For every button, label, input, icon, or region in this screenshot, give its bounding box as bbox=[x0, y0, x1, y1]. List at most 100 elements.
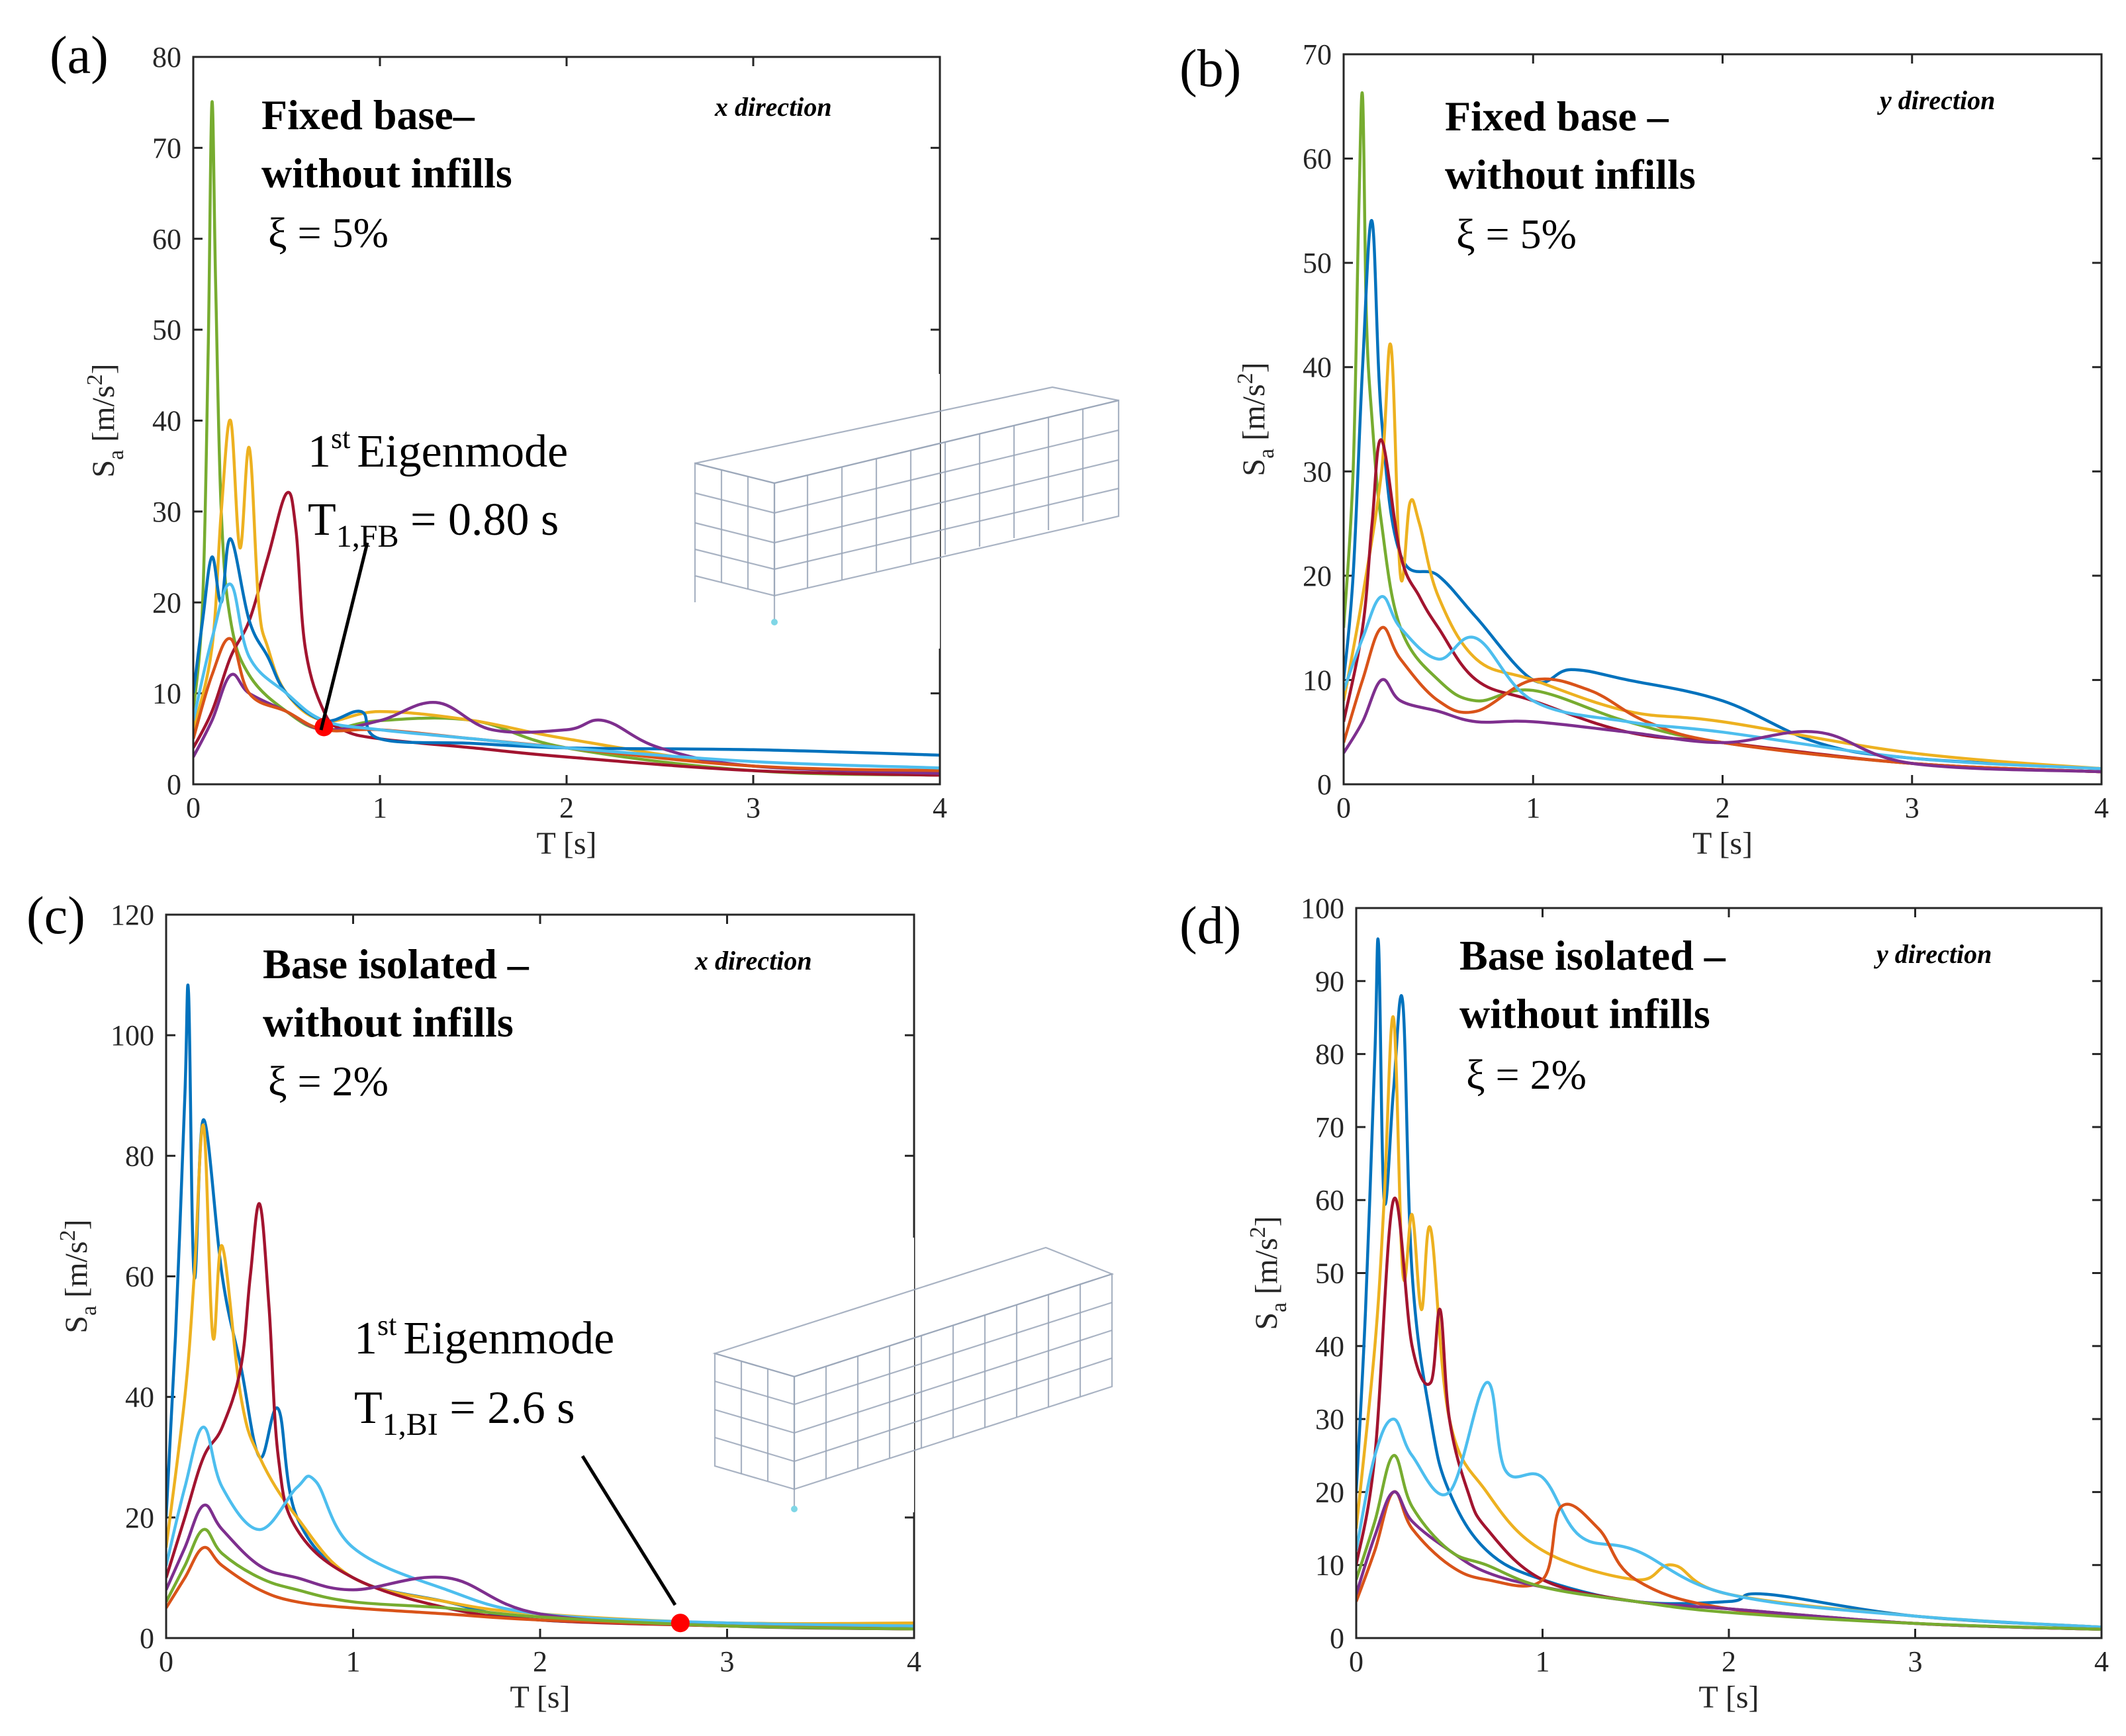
x-tick-label: 3 bbox=[1905, 792, 1919, 824]
annotation-title-line1: Base isolated – bbox=[1459, 932, 1726, 979]
panel-label: (b) bbox=[1179, 40, 1241, 98]
eigen-marker-group bbox=[670, 1614, 690, 1633]
y-axis-label: Sa [m/s2] bbox=[1246, 1216, 1291, 1330]
damping-label: ξ = 2% bbox=[1466, 1051, 1587, 1098]
series-line-3 bbox=[1344, 342, 2102, 770]
y-tick-label: 90 bbox=[1315, 965, 1344, 997]
y-tick-label: 40 bbox=[125, 1381, 154, 1414]
series-line-4 bbox=[166, 1425, 914, 1628]
series-line-4 bbox=[1356, 1381, 2102, 1629]
panel-label: (a) bbox=[50, 26, 109, 85]
y-tick-label: 30 bbox=[152, 496, 181, 528]
series-line-1 bbox=[1356, 937, 2102, 1629]
eigenmode-label-line2: T1,FB = 0.80 s bbox=[308, 494, 559, 554]
x-axis-label: T [s] bbox=[510, 1680, 570, 1715]
y-axis-label: Sa [m/s2] bbox=[1233, 362, 1279, 476]
series-line-2 bbox=[1356, 1015, 2102, 1629]
y-tick-label: 70 bbox=[1303, 38, 1332, 71]
series-line-2 bbox=[193, 490, 940, 777]
x-tick-label: 3 bbox=[746, 792, 761, 824]
y-tick-label: 10 bbox=[1303, 664, 1332, 696]
y-tick-label: 100 bbox=[111, 1019, 154, 1052]
eigenmode-label-line1: 1st Eigenmode bbox=[308, 422, 568, 477]
series-line-3 bbox=[193, 418, 940, 772]
y-tick-label: 0 bbox=[140, 1622, 154, 1655]
x-tick-label: 0 bbox=[1349, 1645, 1363, 1678]
x-tick-label: 2 bbox=[559, 792, 574, 824]
series-line-5 bbox=[166, 1503, 914, 1631]
x-tick-label: 1 bbox=[373, 792, 387, 824]
x-axis-label: T [s] bbox=[1692, 826, 1753, 861]
series-group bbox=[193, 100, 940, 777]
x-tick-label: 1 bbox=[1536, 1645, 1550, 1678]
y-tick-label: 40 bbox=[152, 405, 181, 437]
series-group bbox=[1356, 937, 2102, 1631]
y-tick-label: 40 bbox=[1303, 351, 1332, 384]
y-tick-label: 80 bbox=[1315, 1038, 1344, 1071]
series-line-7 bbox=[166, 1528, 914, 1631]
y-tick-label: 80 bbox=[125, 1140, 154, 1172]
series-line-5 bbox=[1344, 625, 2102, 774]
y-axis-label: Sa [m/s2] bbox=[56, 1219, 101, 1333]
x-tick-label: 2 bbox=[1722, 1645, 1736, 1678]
series-line-7 bbox=[193, 582, 940, 770]
x-tick-label: 4 bbox=[2094, 1645, 2109, 1678]
y-tick-label: 60 bbox=[125, 1261, 154, 1293]
y-tick-label: 30 bbox=[1315, 1403, 1344, 1436]
eigenmode-pointer bbox=[580, 1455, 677, 1606]
y-tick-label: 120 bbox=[111, 899, 154, 931]
eigen-marker bbox=[670, 1614, 690, 1633]
annotation-title-line1: Fixed base– bbox=[261, 91, 475, 138]
y-tick-label: 80 bbox=[152, 41, 181, 73]
eigen-marker-group bbox=[314, 717, 334, 737]
y-tick-label: 20 bbox=[1303, 560, 1332, 592]
y-tick-label: 70 bbox=[152, 132, 181, 164]
y-tick-label: 60 bbox=[1315, 1184, 1344, 1216]
y-tick-label: 50 bbox=[1303, 247, 1332, 279]
x-tick-label: 2 bbox=[533, 1645, 547, 1678]
y-tick-label: 60 bbox=[1303, 143, 1332, 175]
y-tick-label: 50 bbox=[1315, 1257, 1344, 1290]
series-line-1 bbox=[166, 983, 914, 1628]
x-tick-label: 4 bbox=[907, 1645, 921, 1678]
y-tick-label: 20 bbox=[152, 586, 181, 619]
eigenmode-label-line1: 1st Eigenmode bbox=[354, 1309, 614, 1364]
direction-label: y direction bbox=[1877, 85, 1995, 115]
x-tick-label: 0 bbox=[159, 1645, 173, 1678]
annotation-title-line2: without infills bbox=[1459, 990, 1710, 1037]
eigenmode-pointer bbox=[319, 542, 369, 731]
annotation-title-line1: Base isolated – bbox=[263, 940, 530, 987]
annotation-title-line2: without infills bbox=[263, 999, 514, 1046]
x-tick-label: 4 bbox=[933, 792, 947, 824]
direction-label: x direction bbox=[694, 946, 812, 976]
y-tick-label: 20 bbox=[125, 1502, 154, 1534]
series-group bbox=[166, 983, 914, 1631]
y-tick-label: 60 bbox=[152, 223, 181, 255]
y-tick-label: 70 bbox=[1315, 1111, 1344, 1144]
y-tick-label: 40 bbox=[1315, 1330, 1344, 1363]
eigenmode-label-line2: T1,BI = 2.6 s bbox=[354, 1383, 575, 1442]
y-tick-label: 0 bbox=[1317, 768, 1332, 801]
annotation-title-line2: without infills bbox=[1445, 151, 1696, 198]
direction-label: y direction bbox=[1874, 939, 1992, 969]
y-tick-label: 30 bbox=[1303, 455, 1332, 488]
x-tick-label: 3 bbox=[1908, 1645, 1923, 1678]
x-tick-label: 4 bbox=[2094, 792, 2109, 824]
x-axis-label: T [s] bbox=[536, 826, 596, 861]
y-axis-label: Sa [m/s2] bbox=[83, 363, 128, 477]
y-tick-label: 0 bbox=[167, 768, 181, 801]
panel-label: (d) bbox=[1179, 897, 1241, 955]
x-tick-label: 3 bbox=[720, 1645, 735, 1678]
annotation-title-line1: Fixed base – bbox=[1445, 93, 1669, 140]
x-tick-label: 2 bbox=[1716, 792, 1730, 824]
eigen-marker bbox=[314, 717, 334, 737]
x-tick-label: 1 bbox=[346, 1645, 361, 1678]
y-tick-label: 100 bbox=[1301, 892, 1344, 925]
